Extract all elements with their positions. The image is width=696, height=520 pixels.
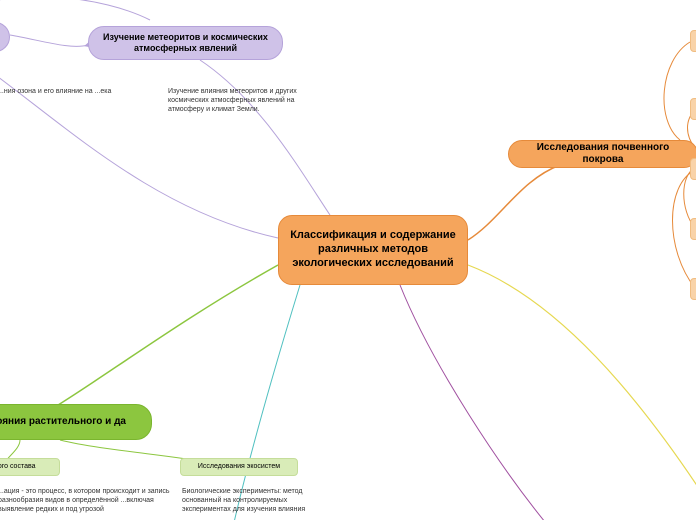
mindmap-canvas: Классификация и содержание различных мет… (0, 0, 696, 520)
edge (664, 42, 690, 140)
central-node[interactable]: Классификация и содержание различных мет… (278, 215, 468, 285)
node-s1[interactable]: Х (690, 30, 696, 52)
desc-meteor: Изучение влияния метеоритов и других кос… (168, 88, 328, 114)
desc-comp: ...ация - это процесс, в котором происхо… (0, 488, 188, 514)
edge (0, 60, 278, 238)
node-soil[interactable]: Исследования почвенного покрова (508, 140, 696, 168)
edge (468, 265, 696, 490)
node-eco[interactable]: Исследования экосистем (180, 458, 298, 476)
edge (468, 165, 560, 240)
node-meteor[interactable]: Изучение метеоритов и космических атмосф… (88, 26, 283, 60)
edge (200, 60, 330, 215)
edge (0, 0, 150, 20)
node-topleft[interactable]: й (0, 22, 10, 52)
edge (50, 265, 278, 410)
edge (400, 285, 560, 520)
node-s2[interactable]: М (690, 98, 696, 120)
node-comp[interactable]: ...рвого состава (0, 458, 60, 476)
edge (10, 35, 88, 46)
edge (230, 285, 300, 520)
node-s4[interactable]: Би (690, 218, 696, 240)
node-s3[interactable]: Фи (690, 158, 696, 180)
node-plants[interactable]: е состояния растительного и да (0, 404, 152, 440)
desc-eco: Биологические эксперименты: метод основа… (182, 488, 332, 514)
desc-topleft: ...ния озона и его влияние на ...ека (0, 88, 138, 97)
node-s5[interactable]: Ср (690, 278, 696, 300)
